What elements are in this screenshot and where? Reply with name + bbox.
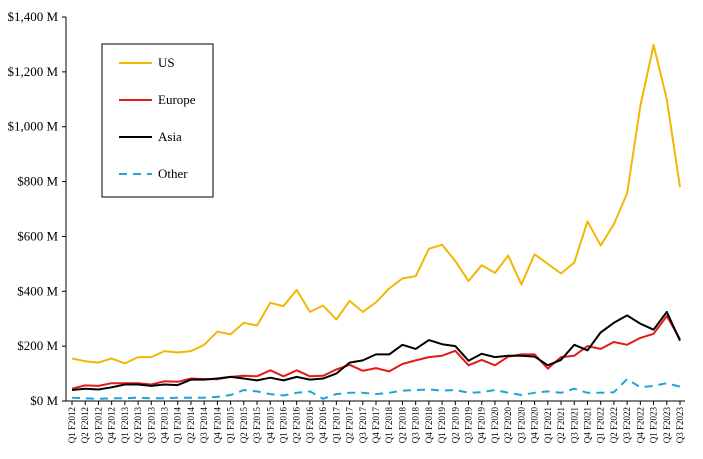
y-tick-label: $200 M xyxy=(17,338,58,353)
y-tick-label: $400 M xyxy=(17,283,58,298)
x-tick-label: Q2 F2016 xyxy=(292,407,302,444)
x-tick-label: Q2 F2022 xyxy=(609,407,619,443)
legend-box xyxy=(101,43,214,198)
x-tick-label: Q4 F2021 xyxy=(582,407,592,443)
x-tick-label: Q4 F2018 xyxy=(424,407,434,444)
x-axis: Q1 F2012 Q2 F2012 Q3 F2012 Q4 F2012 Q1 F2013… xyxy=(66,400,685,444)
x-tick-label: Q3 F2023 xyxy=(675,407,685,444)
x-tick-label: Q1 F2012 xyxy=(67,407,77,443)
x-tick-label: Q3 F2018 xyxy=(411,407,421,444)
x-tick-label: Q2 F2023 xyxy=(662,407,672,444)
x-tick-label: Q1 F2014 xyxy=(173,407,183,444)
x-tick-label: Q4 F2017 xyxy=(371,407,381,444)
legend-label-europe: Europe xyxy=(158,92,196,107)
x-tick-label: Q1 F2017 xyxy=(331,407,341,444)
x-tick-label: Q3 F2016 xyxy=(305,407,315,444)
x-tick-label: Q2 F2013 xyxy=(133,407,143,444)
x-tick-label: Q1 F2021 xyxy=(543,407,553,443)
x-tick-label: Q2 F2019 xyxy=(450,407,460,444)
x-tick-label: Q2 F2017 xyxy=(345,407,355,444)
series-line-asia xyxy=(71,310,681,391)
x-tick-label: Q1 F2022 xyxy=(596,407,606,443)
x-tick-label: Q3 F2017 xyxy=(358,407,368,444)
x-tick-label: Q2 F2020 xyxy=(503,407,513,444)
x-tick-label: Q1 F2023 xyxy=(649,407,659,444)
x-tick-label: Q2 F2021 xyxy=(556,407,566,443)
x-tick-label: Q1 F2016 xyxy=(278,407,288,444)
x-tick-label: Q3 F2012 xyxy=(93,407,103,443)
series-line-other xyxy=(71,378,681,400)
y-tick-label: $1,000 M xyxy=(7,119,58,134)
x-tick-label: Q2 F2018 xyxy=(397,407,407,444)
x-tick-label: Q1 F2020 xyxy=(490,407,500,444)
x-tick-label: Q1 F2013 xyxy=(120,407,130,444)
series-line-europe xyxy=(71,315,681,390)
x-tick-label: Q4 F2022 xyxy=(635,407,645,443)
x-tick-label: Q3 F2014 xyxy=(199,407,209,444)
series-line-us xyxy=(71,44,681,365)
y-tick-label: $1,200 M xyxy=(7,64,58,79)
legend-label-asia: Asia xyxy=(158,129,182,144)
x-tick-label: Q3 F2015 xyxy=(252,407,262,444)
x-tick-label: Q3 F2021 xyxy=(569,407,579,443)
y-tick-label: $0 M xyxy=(30,393,58,408)
x-tick-label: Q3 F2020 xyxy=(516,407,526,444)
x-tick-label: Q4 F2012 xyxy=(107,407,117,443)
x-tick-label: Q4 F2020 xyxy=(530,407,540,444)
y-tick-label: $600 M xyxy=(17,228,58,243)
x-tick-label: Q3 F2013 xyxy=(146,407,156,444)
x-tick-label: Q1 F2019 xyxy=(437,407,447,444)
y-tick-label: $1,400 M xyxy=(7,9,58,24)
x-tick-label: Q4 F2019 xyxy=(477,407,487,444)
x-tick-label: Q2 F2012 xyxy=(80,407,90,443)
series-layer xyxy=(71,44,681,400)
x-tick-label: Q4 F2016 xyxy=(318,407,328,444)
legend-label-other: Other xyxy=(158,166,188,181)
x-tick-label: Q4 F2015 xyxy=(265,407,275,444)
legend: US Europe Asia Other xyxy=(101,43,214,198)
x-tick-label: Q1 F2018 xyxy=(384,407,394,444)
x-tick-label: Q4 F2014 xyxy=(212,407,222,444)
legend-label-us: US xyxy=(158,55,175,70)
x-tick-label: Q2 F2014 xyxy=(186,407,196,444)
x-tick-label: Q4 F2013 xyxy=(160,407,170,444)
x-tick-label: Q1 F2015 xyxy=(226,407,236,444)
x-tick-label: Q2 F2015 xyxy=(239,407,249,444)
x-tick-label: Q3 F2019 xyxy=(464,407,474,444)
y-axis: $0 M $200 M $400 M $600 M $800 M $1,000 M $1,2… xyxy=(7,9,67,408)
y-tick-label: $800 M xyxy=(17,174,58,189)
x-tick-label: Q3 F2022 xyxy=(622,407,632,443)
